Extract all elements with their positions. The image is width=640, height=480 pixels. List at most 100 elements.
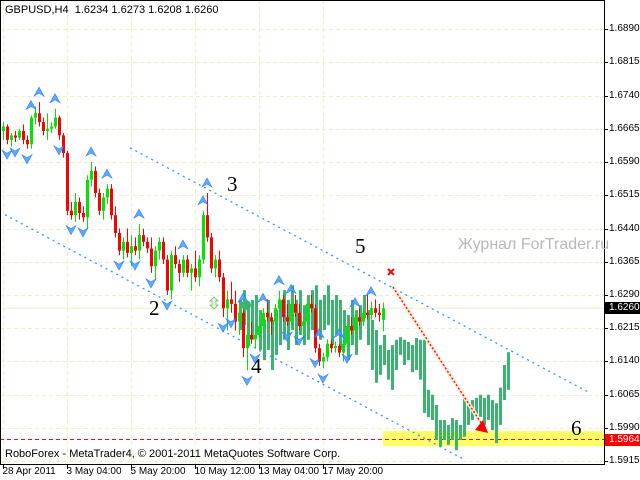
- forecast-bar: [255, 295, 258, 335]
- candle-body: [154, 250, 157, 267]
- forecast-bar: [507, 352, 510, 390]
- current-price-tag: 1.6260: [605, 302, 640, 315]
- candle-body: [190, 268, 193, 273]
- x-tick-label: 17 May 20:00: [322, 466, 384, 477]
- candle-body: [218, 259, 221, 278]
- forecast-bar: [363, 295, 366, 319]
- forecast-bar: [351, 299, 354, 346]
- fractal-markers: [1, 86, 377, 386]
- fractal-up-icon: [177, 239, 189, 250]
- x-tick-label: 13 May 04:00: [258, 466, 320, 477]
- candle-body: [86, 179, 89, 218]
- y-tick-label: 1.6365: [609, 255, 640, 267]
- candle-body: [194, 268, 197, 278]
- candle-body: [206, 215, 209, 238]
- fractal-up-icon: [349, 297, 361, 308]
- candle-body: [282, 299, 285, 318]
- candle-body: [74, 201, 77, 216]
- candle-body: [162, 241, 165, 260]
- forecast-bar: [391, 345, 394, 390]
- candle-body: [270, 317, 273, 322]
- candle-body: [182, 259, 185, 273]
- candle-body: [202, 215, 205, 260]
- candle-body: [14, 135, 17, 138]
- forecast-bar: [331, 299, 334, 346]
- candle-body: [78, 201, 81, 213]
- forecast-bar: [271, 319, 274, 370]
- candle-body: [214, 259, 217, 269]
- y-tick-label: 1.6215: [609, 321, 640, 333]
- candle-body: [102, 197, 105, 211]
- overlays: [209, 268, 489, 434]
- candle-body: [310, 303, 313, 309]
- ohlc-high: 1.6273: [111, 4, 146, 16]
- forecast-bar: [459, 424, 462, 440]
- fractal-down-icon: [53, 144, 65, 156]
- x-tick-label: 5 May 20:00: [130, 466, 186, 477]
- forecast-bar: [387, 349, 390, 380]
- fractal-down-icon: [9, 147, 21, 158]
- candle-body: [366, 312, 369, 315]
- forecast-bar: [487, 394, 490, 421]
- fractal-up-icon: [273, 274, 285, 286]
- forecast-bar: [427, 389, 430, 417]
- forecast-bar: [495, 403, 498, 444]
- y-tick-label: 1.6290: [609, 288, 640, 300]
- candle-body: [82, 212, 85, 218]
- candle-body: [358, 317, 361, 322]
- candle-body: [126, 241, 129, 253]
- fractal-down-icon: [21, 153, 33, 165]
- forecast-bar: [475, 397, 478, 416]
- forecast-bar: [455, 420, 458, 451]
- projection-line: [392, 286, 488, 433]
- candle-body: [250, 334, 253, 340]
- candle-body: [246, 334, 249, 349]
- candle-body: [350, 326, 353, 331]
- fractal-up-icon: [365, 286, 377, 297]
- wave-label: 6: [571, 416, 582, 440]
- candle-body: [290, 303, 293, 322]
- forecast-bar: [323, 295, 326, 331]
- fractal-down-icon: [241, 375, 253, 386]
- cross-icon: [387, 268, 395, 276]
- fractal-down-icon: [249, 353, 261, 364]
- forecast-bar: [371, 319, 374, 370]
- forecast-bar: [367, 310, 370, 346]
- candle-body: [170, 255, 173, 291]
- candle-body: [166, 259, 169, 291]
- candles: [2, 102, 385, 371]
- forecast-bar: [403, 339, 406, 366]
- candle-body: [22, 130, 25, 140]
- candle-body: [34, 113, 37, 118]
- candle-body: [306, 303, 309, 322]
- forecast-bar: [431, 394, 434, 421]
- fractal-up-icon: [201, 177, 213, 188]
- forecast-bar: [447, 424, 450, 445]
- fractal-up-icon: [313, 328, 325, 339]
- fractal-up-icon: [133, 208, 145, 219]
- fractal-up-icon: [33, 86, 45, 97]
- forecast-bar: [383, 334, 386, 366]
- candle-body: [158, 241, 161, 251]
- candle-body: [286, 317, 289, 322]
- y-tick-label: 1.6890: [609, 22, 640, 34]
- forecast-bar: [251, 299, 254, 340]
- forecast-bar: [343, 310, 346, 346]
- candle-body: [382, 308, 385, 320]
- candle-body: [226, 299, 229, 309]
- forecast-bar: [435, 404, 438, 440]
- double-arrow-icon: [209, 296, 219, 310]
- candle-body: [150, 248, 153, 267]
- fractal-down-icon: [161, 300, 173, 311]
- fractal-down-icon: [281, 331, 293, 342]
- forecast-bar: [463, 396, 466, 437]
- forecast-bar: [439, 420, 442, 448]
- candle-body: [2, 126, 5, 131]
- candle-body: [330, 343, 333, 349]
- candle-body: [186, 259, 189, 273]
- candle-body: [326, 343, 329, 358]
- y-tick-label: 1.5990: [609, 421, 640, 433]
- y-tick-label: 1.6590: [609, 155, 640, 167]
- fractal-down-icon: [129, 260, 141, 271]
- fractal-up-icon: [101, 168, 113, 180]
